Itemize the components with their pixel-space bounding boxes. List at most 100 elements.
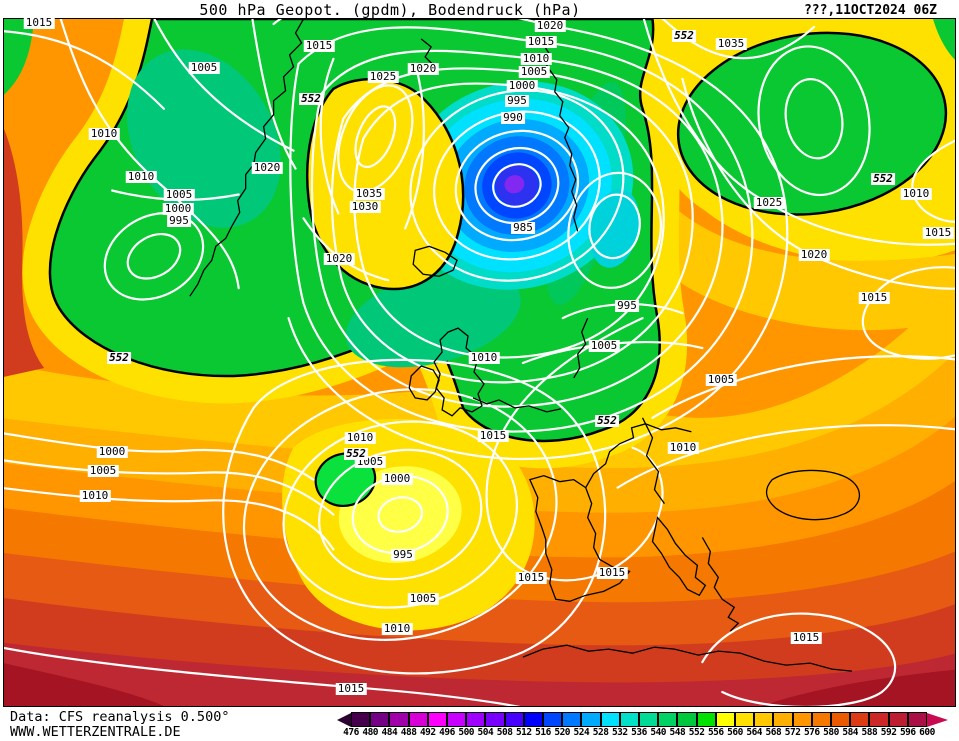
colorbar-tick-label: 576 — [803, 727, 820, 738]
isobar-label: 1010 — [344, 431, 376, 444]
isobar-label: 1000 — [162, 202, 194, 215]
colorbar-segment — [427, 712, 447, 727]
isobar-label: 1015 — [23, 16, 55, 29]
isobar-label: 1015 — [858, 291, 890, 304]
isobar-label: 1005 — [588, 339, 620, 352]
geopotential-label: 552 — [107, 351, 131, 364]
isobar-label: 1015 — [335, 682, 367, 695]
colorbar-segment — [504, 712, 524, 727]
colorbar-tick-label: 520 — [554, 727, 571, 738]
isobar-label: 1015 — [790, 631, 822, 644]
colorbar-tick-label: 476 — [343, 727, 359, 738]
isobar-label: 995 — [505, 94, 529, 107]
map-art — [4, 19, 955, 706]
geopotential-label: 552 — [299, 92, 323, 105]
geopotential-label: 552 — [672, 29, 696, 42]
colorbar-tick-label: 596 — [899, 727, 916, 738]
colorbar-tick-label: 512 — [515, 727, 532, 738]
colorbar-segment — [773, 712, 793, 727]
geopotential-label: 552 — [344, 447, 368, 460]
colorbar-segment — [370, 712, 390, 727]
isobar-label: 1000 — [506, 79, 538, 92]
isobar-label: 1010 — [88, 127, 120, 140]
colorbar-tick-label: 496 — [439, 727, 455, 738]
isobar-label: 1010 — [125, 170, 157, 183]
isobar-label: 1005 — [188, 61, 220, 74]
colorbar-tick-label: 480 — [362, 727, 379, 738]
isobar-label: 1005 — [163, 188, 195, 201]
isobar-label: 1010 — [381, 622, 413, 635]
colorbar-segment — [466, 712, 486, 727]
colorbar-tick-label: 584 — [842, 727, 859, 738]
colorbar-segment — [523, 712, 543, 727]
isobar-label: 1025 — [367, 70, 399, 83]
colorbar-tick-label: 580 — [823, 727, 839, 738]
geopotential-label: 552 — [871, 172, 895, 185]
isobar-label: 1000 — [381, 472, 413, 485]
colorbar-tick-label: 588 — [861, 727, 878, 738]
colorbar-segment — [562, 712, 582, 727]
colorbar-tick-label: 532 — [611, 727, 628, 738]
colorbar-segment — [754, 712, 774, 727]
colorbar-segment — [735, 712, 755, 727]
isobar-label: 1015 — [303, 39, 335, 52]
isobar-label: 1035 — [353, 187, 385, 200]
colorbar-segment — [811, 712, 831, 727]
colorbar-tick-label: 508 — [496, 727, 513, 738]
colorbar-segment — [447, 712, 467, 727]
isobar-label: 1015 — [922, 226, 954, 239]
isobar-label: 1015 — [515, 571, 547, 584]
isobar-label: 1015 — [525, 35, 557, 48]
colorbar-tick-label: 516 — [535, 727, 551, 738]
colorbar-tick-label: 528 — [592, 727, 609, 738]
isobar-label: 1005 — [407, 592, 439, 605]
colorbar-tick-label: 484 — [381, 727, 398, 738]
colorbar: 476 480 484 488 492 496 500 504 508 512 516 520 524 5… — [337, 711, 949, 741]
colorbar-tick-label: 564 — [746, 727, 763, 738]
colorbar-segment — [869, 712, 889, 727]
colorbar-segment — [850, 712, 870, 727]
colorbar-segment — [696, 712, 716, 727]
colorbar-segment — [485, 712, 505, 727]
colorbar-tick-label: 552 — [688, 727, 705, 738]
isobar-label: 1010 — [79, 489, 111, 502]
isobar-label: 1035 — [715, 37, 747, 50]
colorbar-segment — [639, 712, 659, 727]
isobar-label: 1020 — [798, 248, 830, 261]
website-credit: WWW.WETTERZENTRALE.DE — [10, 724, 181, 740]
isobar-label: 1020 — [534, 19, 566, 32]
colorbar-tick-label: 536 — [631, 727, 647, 738]
isobar-label: 1010 — [667, 441, 699, 454]
isobar-label: 995 — [391, 548, 415, 561]
colorbar-segment — [831, 712, 851, 727]
colorbar-segment — [389, 712, 409, 727]
isobar-label: 1020 — [407, 62, 439, 75]
colorbar-tick-label: 568 — [765, 727, 782, 738]
colorbar-tick-label: 592 — [880, 727, 897, 738]
colorbar-segment — [792, 712, 812, 727]
colorbar-overflow-arrow — [927, 713, 948, 727]
isobar-label: 1005 — [518, 65, 550, 78]
map-canvas: 1015 1005 1015 1025 1020 1020 1015 1010 1005 1000… — [3, 16, 956, 707]
colorbar-segment — [351, 712, 371, 727]
colorbar-segment — [619, 712, 639, 727]
isobar-contours — [4, 19, 955, 706]
colorbar-segment — [600, 712, 620, 727]
isobar-label: 1025 — [753, 196, 785, 209]
isobar-label: 990 — [501, 111, 525, 124]
colorbar-tick-label: 560 — [727, 727, 743, 738]
isobar-label: 1020 — [251, 161, 283, 174]
isobar-label: 1010 — [468, 351, 500, 364]
colorbar-segments — [337, 712, 949, 727]
colorbar-segment — [543, 712, 563, 727]
isobar-label: 1030 — [349, 200, 381, 213]
colorbar-segment — [907, 712, 927, 727]
colorbar-segment — [888, 712, 908, 727]
colorbar-tick-label: 524 — [573, 727, 590, 738]
colorbar-segment — [715, 712, 735, 727]
colorbar-segment — [677, 712, 697, 727]
colorbar-tick-label: 572 — [784, 727, 801, 738]
isobar-label: 1005 — [705, 373, 737, 386]
geopotential-label: 552 — [595, 414, 619, 427]
